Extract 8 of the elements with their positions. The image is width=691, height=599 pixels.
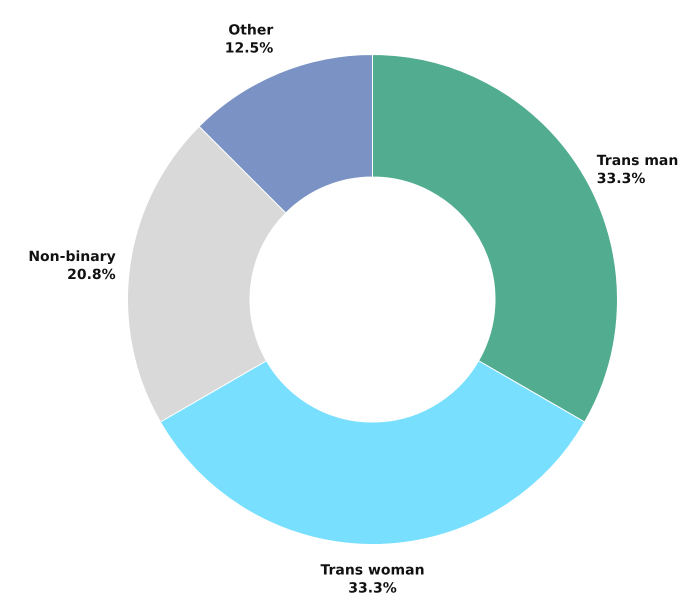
data-label: 33.3%	[348, 580, 397, 596]
slice-label: Trans woman	[320, 562, 425, 578]
data-label: 20.8%	[67, 266, 116, 283]
data-label: 12.5%	[224, 40, 274, 56]
data-label: 33.3%	[596, 171, 646, 187]
slice-label: Other	[228, 22, 274, 38]
slice-label: Non-binary	[28, 248, 116, 265]
slice-label: Trans man	[596, 153, 678, 169]
